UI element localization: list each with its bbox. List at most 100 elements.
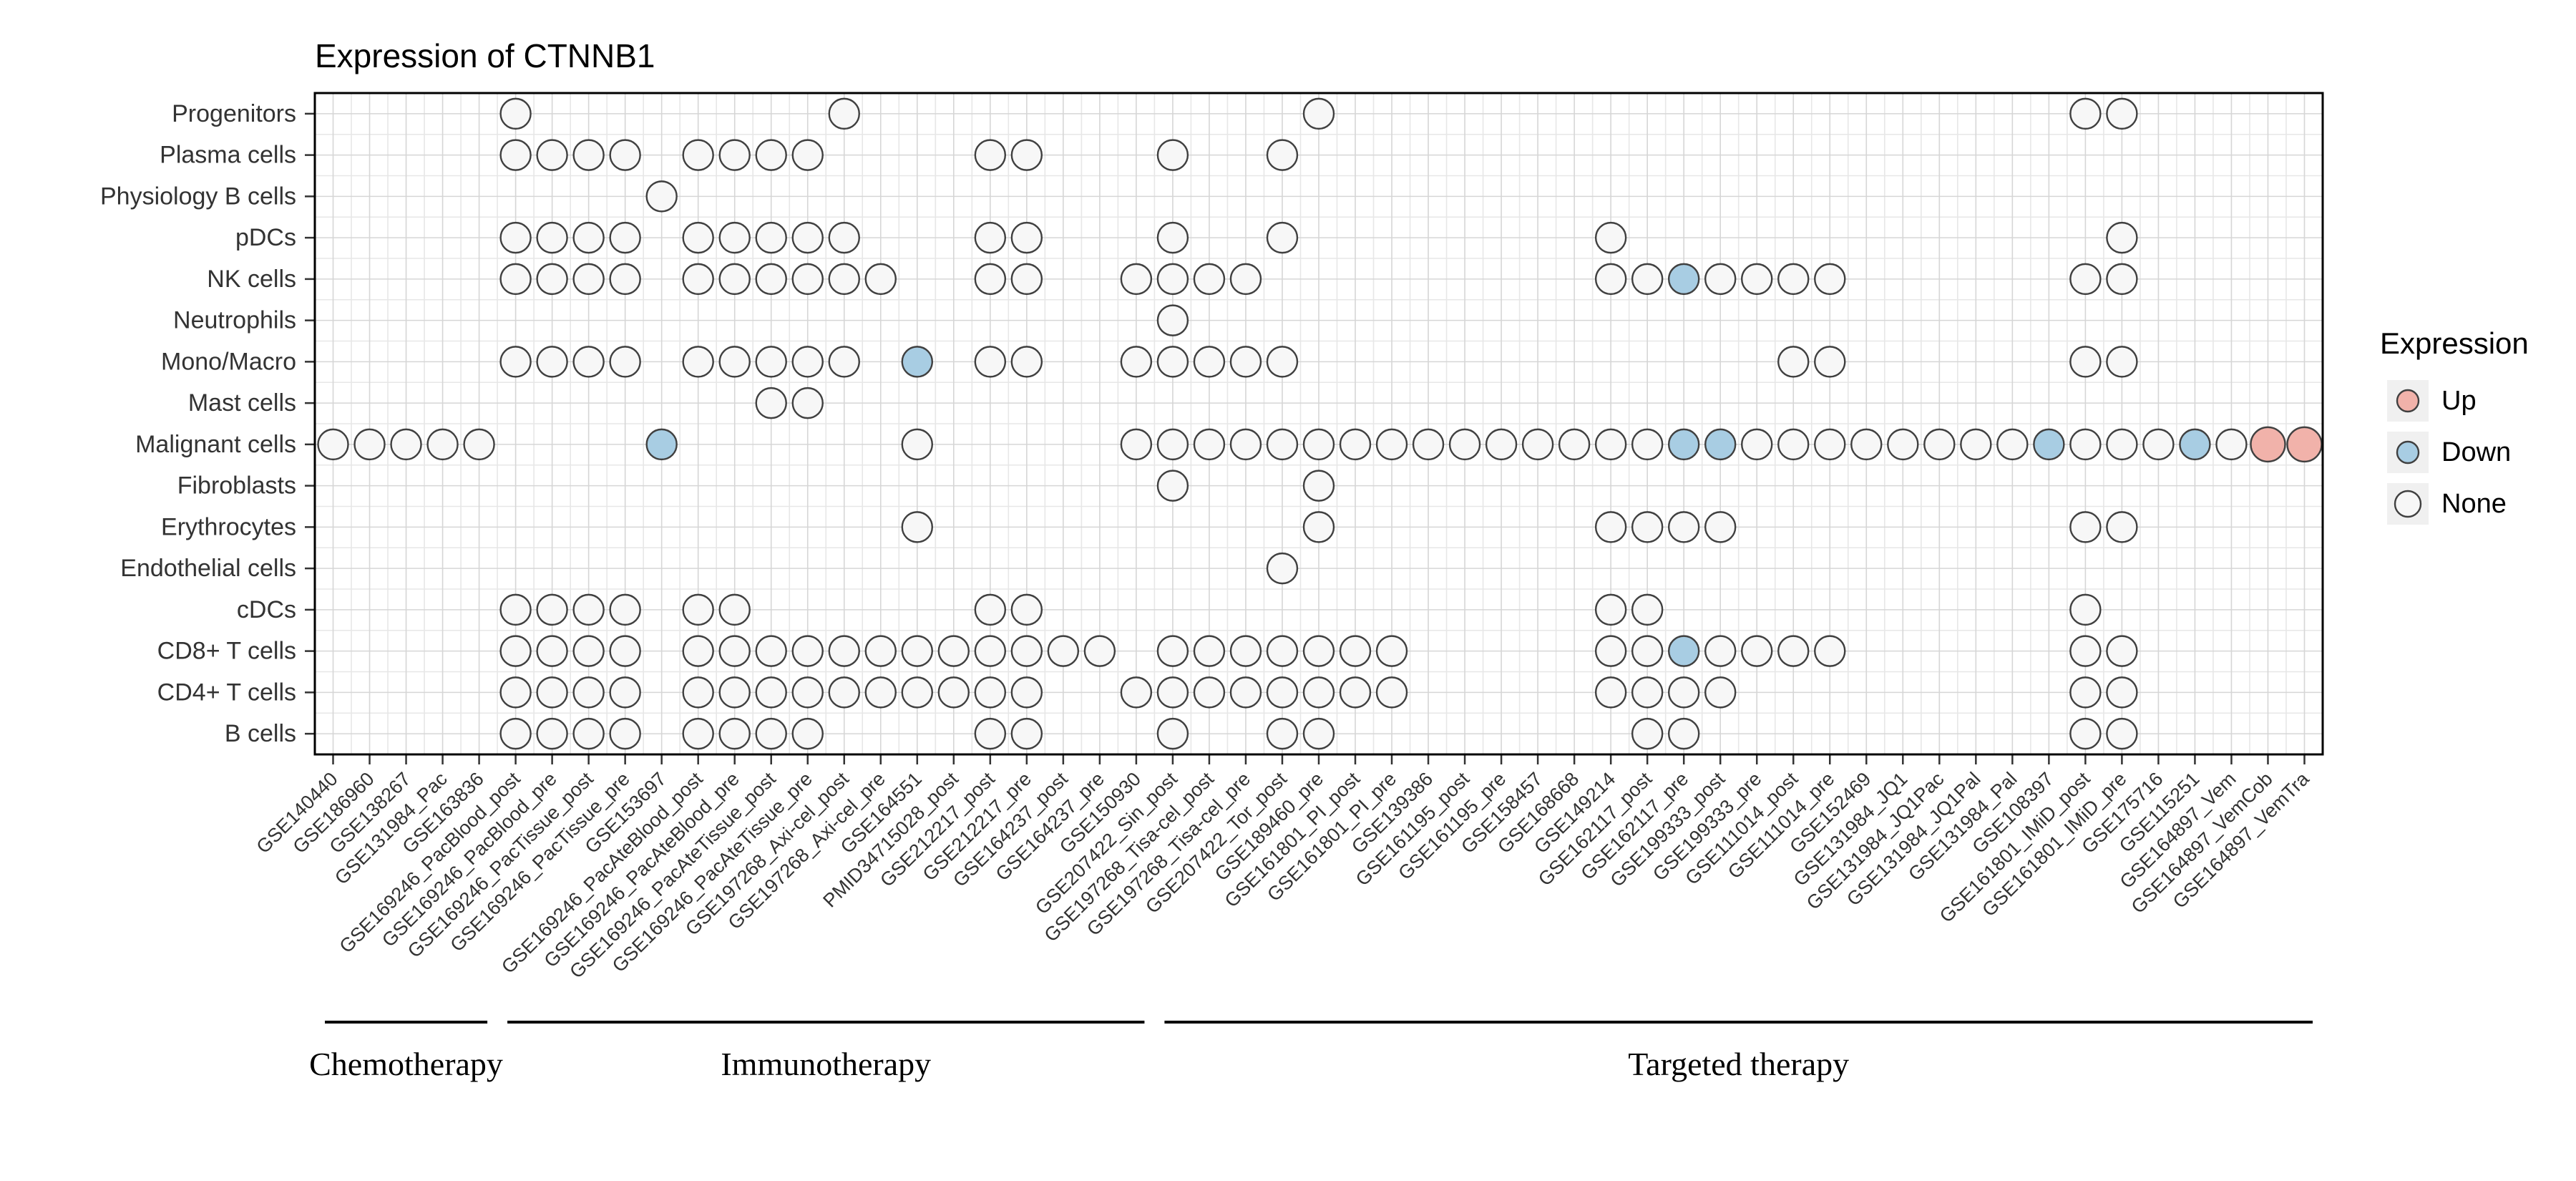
expression-dot-none	[1594, 593, 1627, 626]
row-label: Malignant cells	[135, 431, 296, 458]
expression-dot-none	[974, 593, 1007, 626]
expression-dot-none	[791, 221, 824, 254]
expression-dot-none	[864, 263, 897, 296]
expression-dot-down	[2179, 428, 2211, 461]
row-label: Mono/Macro	[161, 348, 296, 375]
expression-dot-none	[828, 263, 860, 296]
expression-dot-none	[718, 717, 751, 750]
plot-border	[313, 92, 2324, 756]
expression-dot-none	[1010, 676, 1043, 709]
expression-dot-none	[755, 717, 787, 750]
expression-dot-none	[901, 428, 934, 461]
expression-dot-none	[1741, 428, 1773, 461]
expression-dot-none	[1120, 428, 1153, 461]
expression-dot-none	[1266, 552, 1299, 585]
expression-dot-none	[1193, 346, 1226, 378]
expression-dot-none	[1631, 511, 1664, 543]
legend-dot-none	[2394, 490, 2422, 518]
expression-dot-none	[1887, 428, 1919, 461]
expression-dot-none	[2069, 593, 2102, 626]
expression-dot-none	[682, 139, 714, 171]
expression-dot-none	[1594, 428, 1627, 461]
expression-dot-down	[1667, 635, 1700, 667]
expression-dot-none	[974, 346, 1007, 378]
expression-dot-none	[499, 635, 532, 667]
expression-dot-none	[682, 593, 714, 626]
expression-dot-none	[755, 139, 787, 171]
expression-dot-none	[2069, 635, 2102, 667]
expression-dot-none	[536, 263, 568, 296]
expression-dot-none	[1266, 717, 1299, 750]
group-label: Targeted therapy	[1628, 1046, 1849, 1082]
row-label: Fibroblasts	[177, 472, 296, 500]
expression-dot-none	[2069, 428, 2102, 461]
expression-dot-none	[2106, 635, 2138, 667]
expression-dot-none	[1631, 263, 1664, 296]
expression-dot-none	[1814, 428, 1846, 461]
expression-dot-none	[317, 428, 349, 461]
expression-dot-none	[1996, 428, 2029, 461]
expression-dot-none	[1667, 511, 1700, 543]
expression-dot-none	[1010, 717, 1043, 750]
expression-dot-none	[974, 139, 1007, 171]
expression-dot-none	[1229, 428, 1262, 461]
expression-dot-none	[2069, 97, 2102, 130]
expression-dot-none	[1631, 428, 1664, 461]
legend-item-label: None	[2441, 489, 2507, 519]
expression-dot-none	[755, 676, 787, 709]
expression-dot-none	[1229, 263, 1262, 296]
expression-dot-none	[499, 346, 532, 378]
expression-dot-none	[1266, 676, 1299, 709]
expression-dot-none	[1156, 304, 1189, 336]
expression-dot-none	[1339, 635, 1372, 667]
expression-dot-none	[1302, 676, 1335, 709]
chart-title: Expression of CTNNB1	[315, 37, 655, 74]
expression-dot-none	[536, 346, 568, 378]
expression-dot-none	[718, 635, 751, 667]
expression-dot-none	[974, 717, 1007, 750]
expression-dot-none	[572, 346, 605, 378]
expression-dot-none	[791, 635, 824, 667]
expression-dot-none	[2106, 221, 2138, 254]
expression-dot-none	[1120, 676, 1153, 709]
expression-dot-none	[755, 263, 787, 296]
row-label: Physiology B cells	[100, 183, 296, 210]
expression-dot-none	[572, 221, 605, 254]
expression-dot-none	[1083, 635, 1116, 667]
expression-dot-none	[1960, 428, 1992, 461]
expression-dot-none	[1814, 263, 1846, 296]
expression-dot-none	[1302, 97, 1335, 130]
expression-dot-none	[1156, 676, 1189, 709]
expression-dot-none	[1521, 428, 1554, 461]
expression-dot-none	[536, 717, 568, 750]
expression-dot-none	[572, 593, 605, 626]
expression-dot-none	[2069, 676, 2102, 709]
expression-dot-none	[682, 635, 714, 667]
expression-dot-none	[755, 387, 787, 419]
expression-dot-down	[1667, 263, 1700, 296]
expression-dot-none	[2215, 428, 2248, 461]
expression-dot-none	[609, 263, 641, 296]
expression-dot-none	[974, 635, 1007, 667]
expression-dot-none	[791, 676, 824, 709]
expression-dot-down	[1704, 428, 1737, 461]
expression-dot-none	[1777, 346, 1810, 378]
legend-item-label: Up	[2441, 386, 2477, 416]
expression-dot-none	[1302, 428, 1335, 461]
expression-dot-none	[536, 221, 568, 254]
expression-dot-none	[1302, 470, 1335, 502]
expression-dot-none	[1266, 346, 1299, 378]
expression-dot-down	[645, 428, 678, 461]
expression-dot-none	[791, 717, 824, 750]
expression-dot-none	[1193, 428, 1226, 461]
expression-dot-none	[1631, 635, 1664, 667]
expression-dot-none	[1193, 263, 1226, 296]
expression-dot-none	[1777, 635, 1810, 667]
expression-dot-none	[1229, 346, 1262, 378]
expression-dot-none	[1485, 428, 1518, 461]
expression-dot-none	[1704, 263, 1737, 296]
expression-dot-down	[2033, 428, 2065, 461]
expression-dot-none	[1339, 676, 1372, 709]
row-label: cDCs	[237, 596, 296, 623]
